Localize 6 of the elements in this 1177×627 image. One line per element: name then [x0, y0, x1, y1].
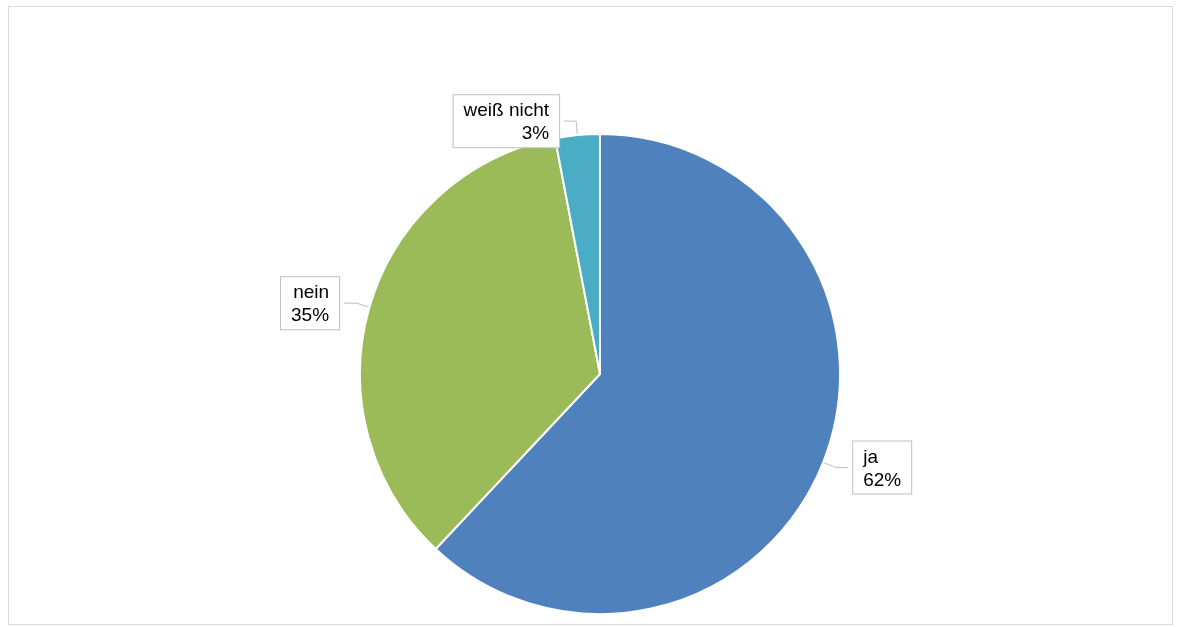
data-label: 3%	[521, 122, 550, 144]
slice-label: ja	[862, 445, 879, 467]
data-label: 62%	[863, 468, 902, 490]
slice-label: nein	[293, 281, 330, 303]
data-label: 35%	[291, 304, 330, 326]
slice-label: weiß nicht	[462, 99, 550, 121]
